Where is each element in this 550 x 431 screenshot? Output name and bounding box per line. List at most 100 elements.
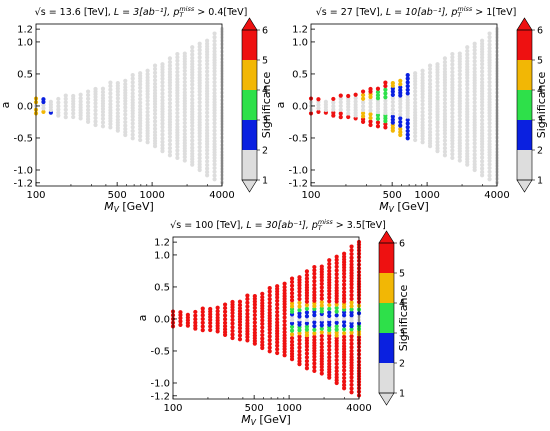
data-point xyxy=(442,149,448,154)
data-point xyxy=(160,83,165,89)
data-point xyxy=(334,302,339,307)
data-point xyxy=(205,159,210,164)
y-tick-label: -1.2 xyxy=(150,391,170,402)
data-point xyxy=(260,321,265,326)
data-point xyxy=(480,114,485,119)
data-point xyxy=(108,108,113,113)
data-point xyxy=(457,131,462,137)
data-point xyxy=(312,295,317,301)
data-point xyxy=(346,104,351,110)
data-point xyxy=(230,314,235,319)
data-point xyxy=(312,282,317,288)
data-point xyxy=(93,115,98,121)
data-point xyxy=(480,155,485,160)
data-point xyxy=(160,101,165,106)
data-point xyxy=(375,90,381,95)
data-point xyxy=(435,91,440,96)
data-point xyxy=(472,41,477,46)
data-point xyxy=(152,63,158,68)
data-point xyxy=(472,72,477,77)
colorbar-extend-max xyxy=(378,230,395,244)
data-point xyxy=(360,89,366,94)
data-point xyxy=(342,296,347,301)
colorbar-segment xyxy=(242,60,257,90)
data-point xyxy=(205,106,210,112)
data-point xyxy=(457,110,462,115)
data-point xyxy=(167,93,173,98)
data-point xyxy=(138,85,143,90)
x-tick-label: 500 xyxy=(383,190,402,201)
data-point xyxy=(342,386,347,391)
data-point xyxy=(487,135,492,141)
data-point xyxy=(100,96,106,101)
data-point xyxy=(205,128,210,133)
data-point xyxy=(457,151,462,157)
data-point xyxy=(349,327,354,332)
data-point xyxy=(472,114,477,119)
data-point xyxy=(108,80,113,85)
data-point xyxy=(316,109,321,115)
scatter-plot-1: √s = 13.6 [TeV], L = 3[ab⁻¹], pTmiss > 0… xyxy=(0,5,273,214)
data-point xyxy=(178,319,183,324)
data-point xyxy=(405,117,410,123)
data-point xyxy=(130,132,135,137)
data-point xyxy=(208,327,213,333)
data-point xyxy=(85,104,91,109)
data-point xyxy=(457,138,462,143)
data-point xyxy=(190,120,195,125)
data-point xyxy=(160,94,165,100)
data-point xyxy=(205,103,210,108)
data-point xyxy=(349,248,354,253)
data-point xyxy=(197,107,202,112)
data-point xyxy=(115,81,120,86)
data-point xyxy=(297,300,302,305)
data-point xyxy=(182,155,187,160)
data-point xyxy=(472,86,477,91)
data-point xyxy=(465,82,470,87)
data-point xyxy=(450,82,455,88)
data-point xyxy=(472,48,477,53)
colorbar: 1 2 3 4 5 6 Significance xyxy=(378,230,410,406)
data-point xyxy=(480,169,485,175)
y-tick-label: -1.0 xyxy=(288,165,308,176)
data-point xyxy=(138,130,143,135)
data-point xyxy=(457,135,462,140)
chart-panel-2: √s = 27 [TeV], L = 10[ab⁻¹], pTmiss > 1[… xyxy=(274,0,550,214)
data-point xyxy=(100,120,106,125)
data-point xyxy=(304,358,310,364)
data-point xyxy=(205,86,210,91)
data-point xyxy=(331,107,336,112)
data-point xyxy=(237,337,243,342)
data-point xyxy=(405,91,410,96)
data-point xyxy=(200,328,205,333)
data-point xyxy=(282,329,287,335)
data-point xyxy=(145,102,150,107)
data-point xyxy=(252,302,257,307)
data-point xyxy=(175,96,180,101)
data-point xyxy=(212,124,217,130)
data-point xyxy=(327,333,332,338)
data-point xyxy=(442,111,448,116)
chart-title: √s = 27 [TeV], L = 10[ab⁻¹], pTmiss > 1[… xyxy=(316,5,517,19)
data-point xyxy=(405,84,410,89)
data-point xyxy=(450,62,455,67)
data-point xyxy=(480,110,485,115)
data-point xyxy=(182,110,187,115)
data-point xyxy=(390,120,395,125)
data-point xyxy=(312,340,317,345)
data-point xyxy=(383,105,388,110)
data-point xyxy=(480,121,485,126)
plot-area xyxy=(35,23,223,187)
data-point xyxy=(138,82,143,87)
data-point xyxy=(208,324,213,329)
data-point xyxy=(193,309,198,315)
data-point xyxy=(130,94,135,99)
data-point xyxy=(138,127,143,132)
data-point xyxy=(312,327,317,332)
y-tick-label: -1.0 xyxy=(13,165,33,176)
data-point xyxy=(297,345,302,350)
colorbar-label: Significance xyxy=(535,71,548,138)
data-point xyxy=(390,89,395,94)
data-point xyxy=(342,364,347,369)
data-point xyxy=(342,282,347,287)
